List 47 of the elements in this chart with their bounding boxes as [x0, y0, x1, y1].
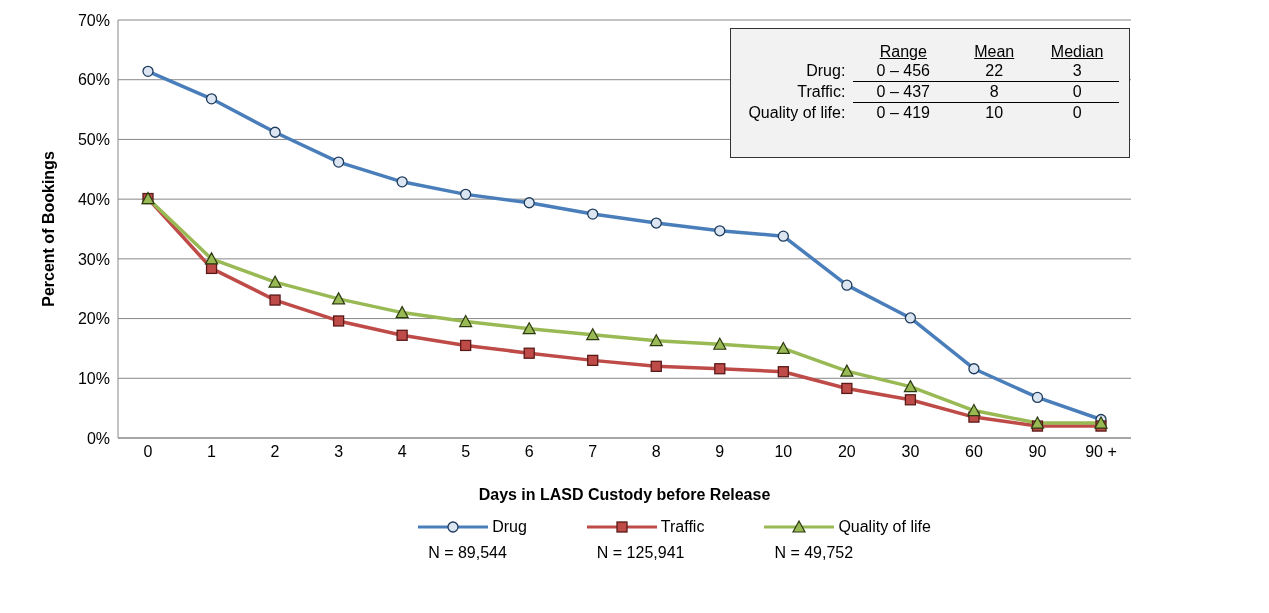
x-tick-label: 8 — [651, 443, 661, 461]
annotation: 3 — [1035, 61, 1119, 82]
x-tick-label: 2 — [270, 443, 280, 461]
annotation: Drug: — [805, 61, 847, 82]
text: N = 89,544 — [428, 544, 507, 562]
annotation: 0 – 419 — [875, 103, 931, 123]
x-tick-label: 30 — [901, 443, 920, 461]
text: N = 125,941 — [596, 544, 685, 562]
y-tick-label: 70% — [77, 11, 110, 29]
annotation: Median — [1049, 43, 1105, 61]
annotation: Range — [878, 43, 928, 61]
annotation: Traffic: — [796, 82, 847, 102]
text: N = 49,752 — [774, 544, 854, 562]
legend-label: Traffic — [660, 518, 705, 536]
y-tick-label: 50% — [77, 131, 110, 149]
y-tick-label: 60% — [77, 71, 110, 89]
annotation: Quality of life: — [747, 102, 847, 123]
x-tick-label: 20 — [837, 443, 856, 461]
y-tick-label: 20% — [77, 310, 110, 328]
y-tick-label: 10% — [77, 369, 110, 387]
x-tick-label: 7 — [588, 443, 598, 461]
y-tick-label: 30% — [77, 250, 110, 268]
x-tick-label: 3 — [334, 443, 344, 461]
legend-label: Quality of life — [838, 518, 931, 536]
legend-label: Drug — [492, 518, 527, 536]
annotation: 0 – 437 — [853, 81, 954, 103]
y-axis-title: Percent of Bookings — [39, 151, 57, 307]
y-tick-label: 0% — [86, 429, 110, 447]
x-tick-label: 9 — [715, 443, 725, 461]
annotation: 8 — [953, 81, 1036, 103]
x-tick-label: 4 — [397, 443, 407, 461]
x-tick-label: 60 — [965, 443, 983, 461]
annotation: 0 — [1035, 81, 1119, 103]
annotation: 22 — [953, 61, 1036, 82]
x-tick-label: 0 — [143, 443, 153, 461]
annotation: Mean — [973, 43, 1016, 61]
annotation: 0 – 456 — [853, 61, 954, 82]
x-tick-label: 5 — [461, 443, 471, 461]
x-tick-label: 90 — [1028, 443, 1047, 461]
x-axis-title: Days in LASD Custody before Release — [478, 486, 771, 503]
x-tick-label: 6 — [524, 443, 534, 461]
x-tick-label: 90 + — [1085, 443, 1117, 461]
annotation: 0 — [1071, 103, 1083, 123]
y-tick-label: 40% — [77, 190, 110, 208]
x-tick-label: 1 — [207, 443, 217, 461]
x-tick-label: 10 — [774, 443, 793, 461]
annotation: 10 — [984, 103, 1005, 123]
